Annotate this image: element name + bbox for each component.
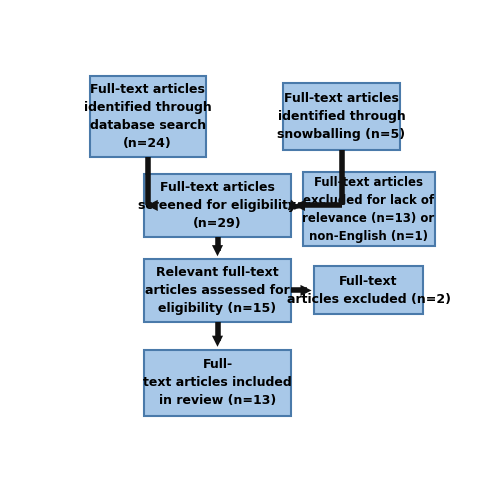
- FancyBboxPatch shape: [284, 84, 400, 150]
- Text: Full-text articles
identified through
snowballing (n=5): Full-text articles identified through sn…: [278, 92, 406, 141]
- FancyBboxPatch shape: [303, 172, 434, 246]
- Text: Full-text articles
excluded for lack of
relevance (n=13) or
non-English (n=1): Full-text articles excluded for lack of …: [302, 176, 435, 242]
- FancyBboxPatch shape: [144, 174, 291, 237]
- Text: Full-
text articles included
in review (n=13): Full- text articles included in review (…: [143, 359, 292, 408]
- Text: Relevant full-text
articles assessed for
eligibility (n=15): Relevant full-text articles assessed for…: [145, 266, 290, 315]
- FancyBboxPatch shape: [90, 76, 206, 157]
- Text: Full-text articles
identified through
database search
(n=24): Full-text articles identified through da…: [84, 83, 212, 150]
- FancyBboxPatch shape: [144, 349, 291, 416]
- FancyBboxPatch shape: [144, 259, 291, 322]
- FancyBboxPatch shape: [314, 266, 423, 314]
- Text: Full-text
articles excluded (n=2): Full-text articles excluded (n=2): [286, 275, 450, 306]
- Text: Full-text articles
screened for eligibility
(n=29): Full-text articles screened for eligibil…: [138, 181, 296, 230]
